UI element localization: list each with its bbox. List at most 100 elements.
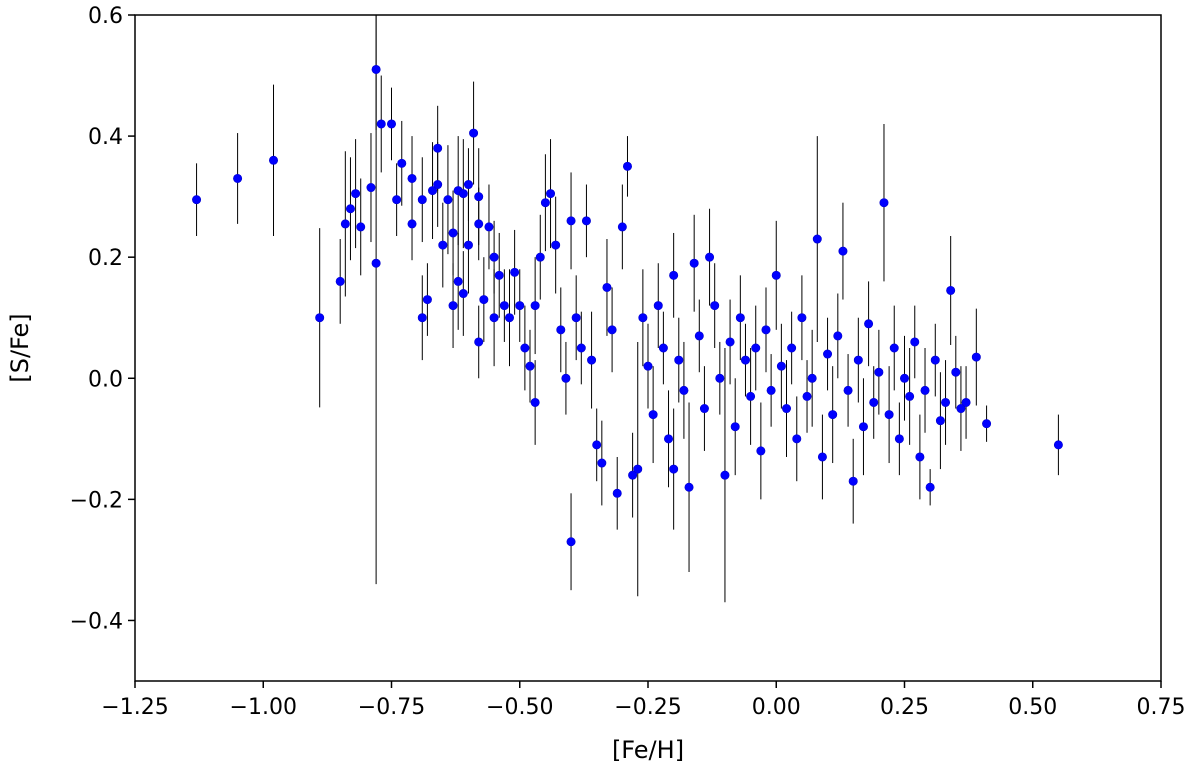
data-point <box>340 219 350 229</box>
data-point <box>233 173 243 183</box>
data-point <box>443 195 453 205</box>
x-axis-ticks: −1.25 −1.00 −0.75 −0.50 −0.25 0.00 0.25 0.50 0.7… <box>101 681 1185 720</box>
data-point <box>351 189 361 199</box>
data-point <box>571 313 581 323</box>
data-point <box>653 301 663 311</box>
x-axis-label: [Fe/H] <box>612 736 684 764</box>
data-point <box>920 385 930 395</box>
data-point <box>951 367 961 377</box>
y-tick-label: 0.6 <box>88 4 123 29</box>
data-point <box>433 180 443 190</box>
y-axis-label: [S/Fe] <box>6 313 34 382</box>
data-point <box>710 301 720 311</box>
data-point <box>674 355 684 365</box>
data-point <box>823 349 833 359</box>
data-point <box>561 373 571 383</box>
data-point <box>669 270 679 280</box>
data-point <box>335 276 345 286</box>
data-point <box>602 282 612 292</box>
x-tick-label: −0.25 <box>614 695 681 720</box>
data-point <box>684 482 694 492</box>
data-point <box>776 361 786 371</box>
data-point <box>438 240 448 250</box>
data-point <box>797 313 807 323</box>
data-point <box>664 434 674 444</box>
data-point <box>982 419 992 429</box>
data-point <box>540 198 550 208</box>
data-point <box>546 189 556 199</box>
data-point <box>469 128 479 138</box>
y-tick-label: 0.4 <box>88 125 123 150</box>
data-point <box>766 385 776 395</box>
data-point <box>730 422 740 432</box>
data-point <box>725 337 735 347</box>
data-point <box>530 301 540 311</box>
data-point <box>607 325 617 335</box>
data-point <box>699 404 709 414</box>
data-point <box>848 476 858 486</box>
data-point <box>192 195 202 205</box>
data-point <box>720 470 730 480</box>
data-point <box>735 313 745 323</box>
data-point <box>504 313 514 323</box>
data-point <box>622 161 632 171</box>
data-point <box>433 143 443 153</box>
data-point <box>407 219 417 229</box>
x-tick-label: −1.25 <box>101 695 168 720</box>
data-point <box>463 240 473 250</box>
data-point <box>499 301 509 311</box>
data-point <box>617 222 627 232</box>
data-point <box>879 198 889 208</box>
data-point <box>956 404 966 414</box>
data-point <box>740 355 750 365</box>
data-point <box>530 397 540 407</box>
data-point <box>648 410 658 420</box>
data-point <box>474 219 484 229</box>
data-point <box>761 325 771 335</box>
x-tick-label: −1.00 <box>230 695 297 720</box>
y-tick-label: −0.2 <box>70 488 123 513</box>
data-point <box>371 258 381 268</box>
data-point <box>407 173 417 183</box>
data-point <box>782 404 792 414</box>
data-point <box>376 119 386 129</box>
data-point <box>658 343 668 353</box>
data-point <box>751 343 761 353</box>
data-point <box>1053 440 1063 450</box>
data-point <box>638 313 648 323</box>
x-tick-label: −0.50 <box>486 695 553 720</box>
data-point <box>422 295 432 305</box>
data-point <box>453 276 463 286</box>
data-point <box>715 373 725 383</box>
x-tick-label: 0.50 <box>1008 695 1057 720</box>
data-point <box>930 355 940 365</box>
data-point <box>689 258 699 268</box>
data-point <box>566 216 576 226</box>
data-point <box>269 155 279 165</box>
data-point <box>910 337 920 347</box>
data-point <box>771 270 781 280</box>
data-point <box>746 391 756 401</box>
data-point <box>494 270 504 280</box>
data-point <box>694 331 704 341</box>
data-point <box>925 482 935 492</box>
data-point <box>515 301 525 311</box>
data-point <box>961 397 971 407</box>
y-tick-label: −0.4 <box>70 609 123 634</box>
data-point <box>417 313 427 323</box>
data-point <box>858 422 868 432</box>
data-point <box>833 331 843 341</box>
data-point <box>366 183 376 193</box>
data-point <box>905 391 915 401</box>
data-point <box>828 410 838 420</box>
data-point <box>971 352 981 362</box>
data-point <box>474 192 484 202</box>
data-point <box>392 195 402 205</box>
data-point <box>458 289 468 299</box>
data-point <box>864 319 874 329</box>
data-point <box>941 397 951 407</box>
data-point <box>817 452 827 462</box>
data-point <box>576 343 586 353</box>
